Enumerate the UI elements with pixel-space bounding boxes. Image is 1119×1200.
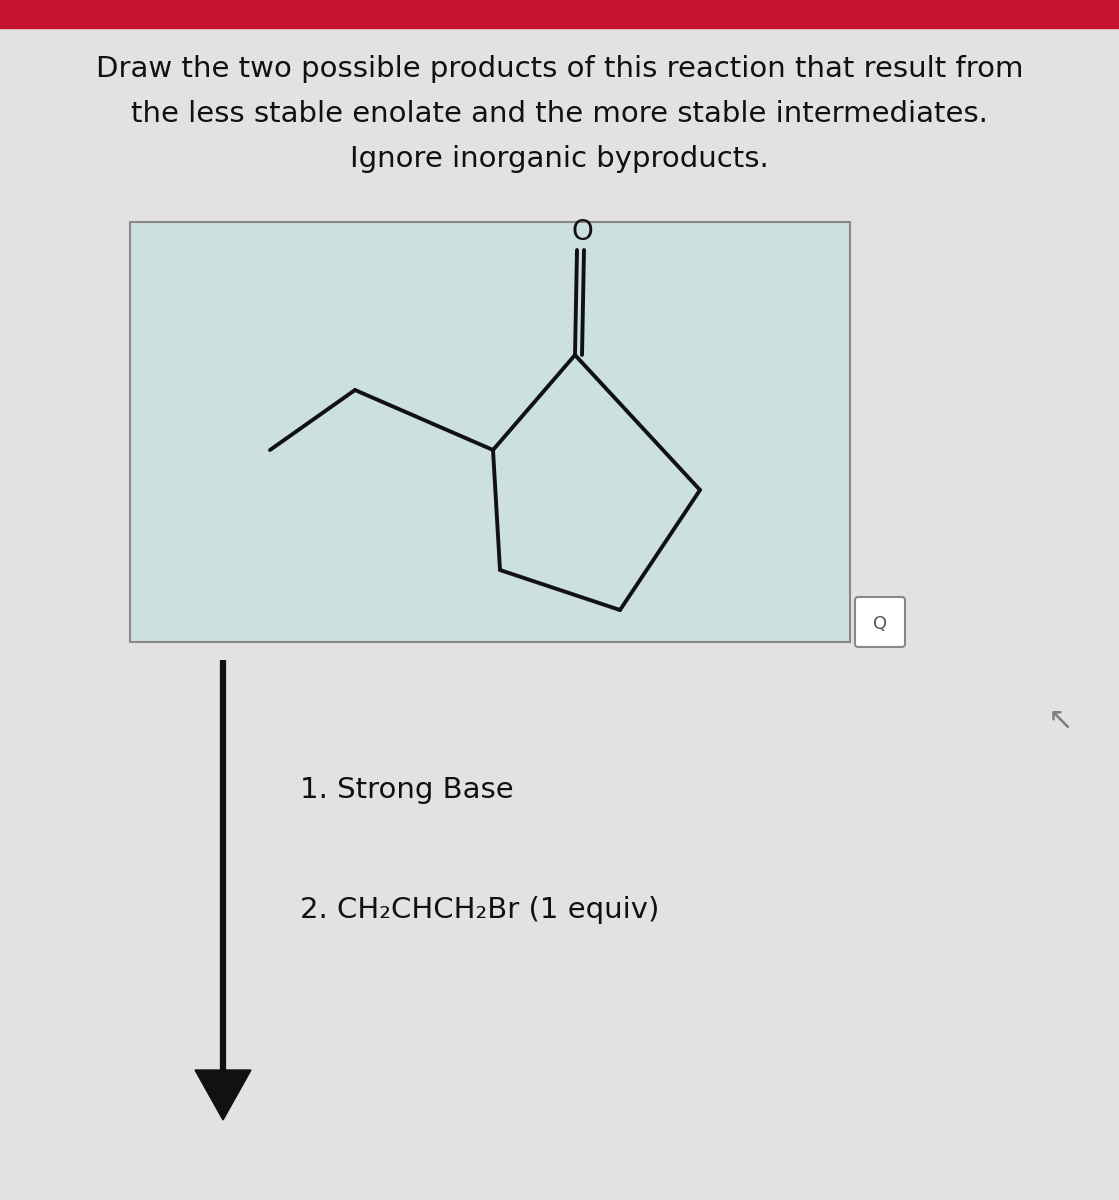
Text: Ignore inorganic byproducts.: Ignore inorganic byproducts. — [350, 145, 769, 173]
Bar — [0, 0, 1119, 28]
Bar — [130, 222, 850, 642]
Text: O: O — [571, 218, 593, 246]
Text: Draw the two possible products of this reaction that result from: Draw the two possible products of this r… — [96, 55, 1023, 83]
Text: 1. Strong Base: 1. Strong Base — [300, 776, 514, 804]
Text: 2. CH₂CHCH₂Br (1 equiv): 2. CH₂CHCH₂Br (1 equiv) — [300, 896, 659, 924]
Polygon shape — [195, 1070, 251, 1120]
Text: the less stable enolate and the more stable intermediates.: the less stable enolate and the more sta… — [131, 100, 988, 128]
Text: ↖: ↖ — [1047, 706, 1073, 734]
FancyBboxPatch shape — [855, 596, 905, 647]
Text: Q: Q — [873, 614, 887, 634]
